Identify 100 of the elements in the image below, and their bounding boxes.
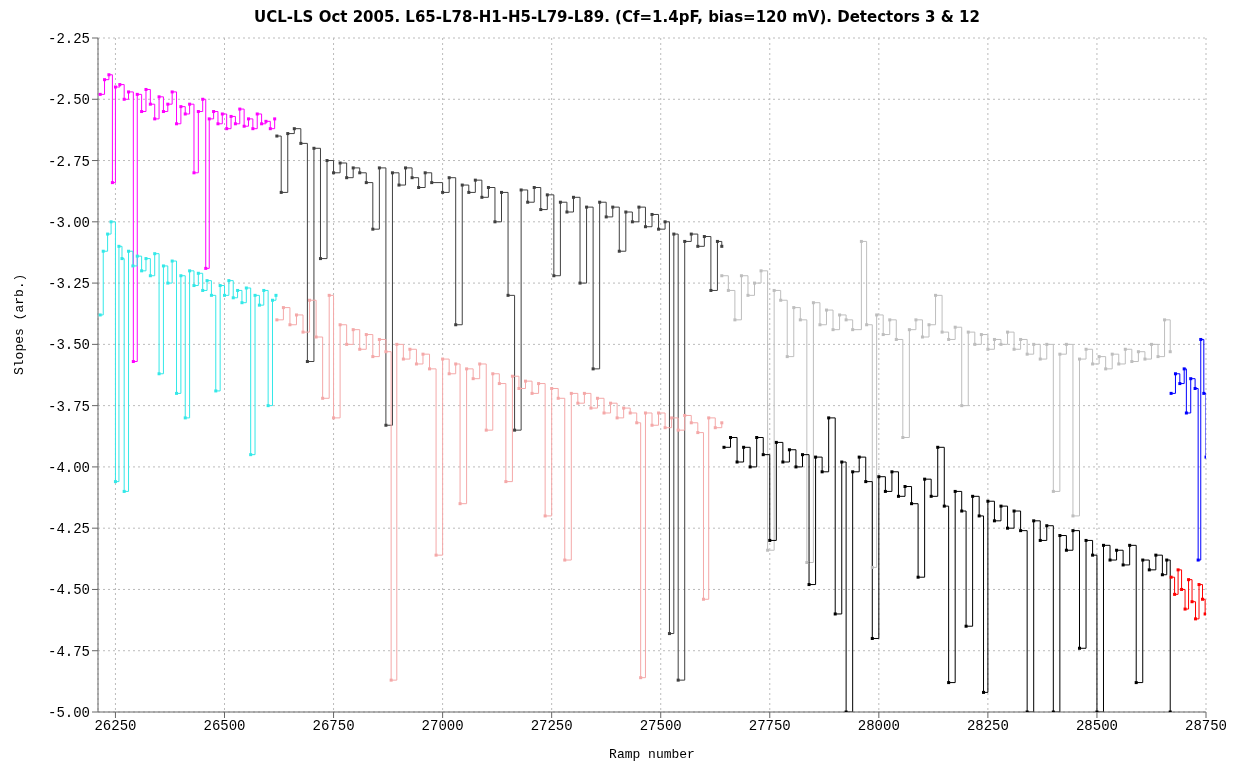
point bbox=[140, 110, 144, 114]
point bbox=[196, 110, 200, 114]
point bbox=[1194, 617, 1198, 621]
point bbox=[201, 288, 205, 292]
point bbox=[1187, 578, 1191, 582]
point bbox=[98, 313, 102, 317]
point bbox=[196, 271, 200, 275]
point bbox=[1169, 575, 1173, 579]
point bbox=[166, 102, 170, 106]
point bbox=[170, 90, 174, 94]
chart-title: UCL-LS Oct 2005. L65-L78-H1-H5-L79-L89. (Cf=1.4pF, bias=120 mV). Detectors 3 & 12 bbox=[253, 8, 981, 28]
point bbox=[131, 264, 135, 268]
point bbox=[157, 372, 161, 376]
point bbox=[204, 266, 208, 270]
point bbox=[153, 117, 157, 121]
point bbox=[212, 110, 216, 114]
x-tick-label: 26500 bbox=[203, 717, 246, 734]
point bbox=[264, 119, 268, 123]
point bbox=[233, 122, 237, 126]
point bbox=[127, 90, 131, 94]
x-axis-title: Ramp number bbox=[609, 747, 695, 762]
point bbox=[122, 489, 126, 493]
point bbox=[1169, 391, 1173, 395]
point bbox=[244, 286, 248, 290]
x-tick-label: 28500 bbox=[1075, 717, 1118, 734]
point bbox=[192, 171, 196, 175]
x-tick-label: 27750 bbox=[748, 717, 791, 734]
point bbox=[131, 360, 135, 364]
y-tick-label: -4.50 bbox=[47, 582, 90, 599]
point bbox=[106, 232, 110, 236]
point bbox=[1176, 568, 1180, 572]
x-tick-label: 27000 bbox=[421, 717, 464, 734]
point bbox=[205, 279, 209, 283]
y-tick-label: -3.00 bbox=[47, 214, 90, 231]
point bbox=[113, 480, 117, 484]
point bbox=[242, 124, 246, 128]
point bbox=[1182, 367, 1186, 371]
point bbox=[218, 284, 222, 288]
point bbox=[175, 122, 179, 126]
point bbox=[170, 259, 174, 263]
point bbox=[1193, 386, 1197, 390]
point bbox=[122, 97, 126, 101]
point bbox=[1184, 411, 1188, 415]
point bbox=[1202, 391, 1206, 395]
point bbox=[1190, 600, 1194, 604]
point bbox=[270, 298, 274, 302]
point bbox=[113, 85, 117, 89]
point bbox=[216, 122, 220, 126]
point bbox=[247, 117, 250, 121]
point bbox=[251, 127, 255, 131]
point bbox=[249, 453, 253, 457]
point bbox=[135, 254, 139, 258]
point bbox=[260, 122, 264, 126]
point bbox=[144, 257, 148, 261]
point bbox=[1173, 592, 1177, 596]
y-tick-label: -3.50 bbox=[47, 337, 90, 354]
x-tick-label: 28000 bbox=[857, 717, 900, 734]
point bbox=[188, 102, 192, 106]
point bbox=[109, 220, 113, 224]
point bbox=[238, 107, 242, 111]
point bbox=[1189, 377, 1193, 381]
point bbox=[161, 110, 165, 114]
point bbox=[240, 301, 244, 305]
point bbox=[220, 112, 224, 116]
point bbox=[274, 293, 278, 297]
x-tick-label: 26750 bbox=[312, 717, 355, 734]
point bbox=[262, 288, 266, 292]
point bbox=[209, 293, 213, 297]
y-tick-label: -5.00 bbox=[47, 704, 90, 721]
point bbox=[273, 117, 277, 121]
point bbox=[117, 244, 121, 248]
y-tick-label: -3.75 bbox=[47, 398, 90, 415]
point bbox=[236, 288, 240, 292]
point bbox=[107, 73, 111, 77]
point bbox=[127, 249, 131, 253]
point bbox=[257, 303, 261, 307]
y-tick-label: -4.00 bbox=[47, 459, 90, 476]
x-tick-label: 28250 bbox=[966, 717, 1009, 734]
point bbox=[1199, 337, 1203, 341]
y-tick-label: -2.50 bbox=[47, 92, 90, 109]
y-tick-label: -2.25 bbox=[47, 30, 90, 47]
point bbox=[148, 102, 152, 106]
x-tick-label: 28750 bbox=[1184, 717, 1228, 734]
point bbox=[231, 296, 235, 300]
point bbox=[103, 78, 107, 82]
y-tick-label: -3.25 bbox=[47, 276, 90, 293]
y-axis-title: Slopes (arb.) bbox=[11, 273, 27, 375]
point bbox=[183, 416, 187, 420]
point bbox=[161, 264, 165, 268]
point bbox=[118, 83, 122, 87]
x-tick-label: 27500 bbox=[639, 717, 682, 734]
point bbox=[188, 269, 192, 273]
point bbox=[1196, 558, 1200, 562]
point bbox=[192, 284, 196, 288]
point bbox=[148, 274, 152, 278]
point bbox=[1183, 607, 1187, 611]
point bbox=[225, 127, 229, 131]
x-tick-label: 26250 bbox=[94, 717, 137, 734]
point bbox=[207, 117, 211, 121]
point bbox=[179, 274, 183, 278]
